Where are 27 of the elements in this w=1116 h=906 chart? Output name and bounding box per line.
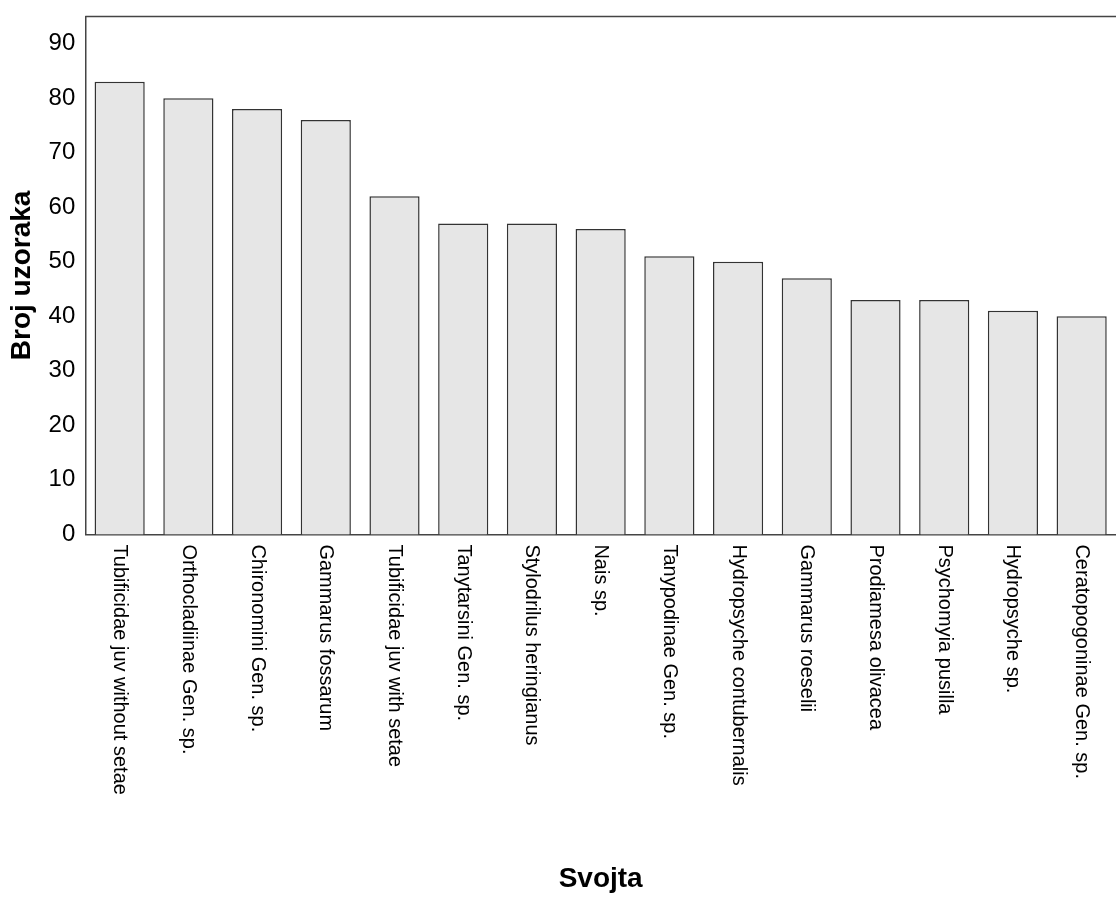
y-tick-label: 90 — [48, 28, 76, 56]
x-tick-label: Psychomyia pusilla — [934, 544, 957, 716]
y-axis-title: Broj uzoraka — [4, 190, 36, 361]
y-tick-label: 80 — [48, 82, 76, 110]
y-tick-label: 10 — [48, 464, 76, 492]
y-tick-label: 40 — [48, 300, 76, 328]
x-tick-label: Gammarus fossarum — [316, 544, 339, 732]
y-tick-label: 30 — [48, 355, 76, 383]
y-tick-label: 0 — [61, 519, 76, 547]
x-tick-label: Ceratopogoninae Gen. sp. — [1072, 544, 1095, 780]
x-tick-label: Stylodrilus heringianus — [522, 544, 545, 746]
x-tick-label: Nais sp. — [591, 544, 614, 617]
x-axis-title: Svojta — [558, 861, 644, 893]
x-tick-label: Tubificidae juv with setae — [384, 544, 407, 768]
x-tick-label: Tanypodinae Gen. sp. — [659, 544, 682, 739]
x-tick-label: Chironomini Gen. sp. — [247, 544, 270, 733]
x-tick-label: Tanytarsini Gen. sp. — [453, 544, 476, 722]
x-tick-label: Prodiamesa olivacea — [865, 544, 888, 731]
y-tick-label: 20 — [48, 409, 76, 437]
x-tick-label: Orthocladiinae Gen. sp. — [178, 544, 201, 755]
x-tick-label: Hydropsyche sp. — [1003, 544, 1026, 694]
x-tick-label: Tubificidae juv without setae — [110, 544, 133, 795]
y-tick-label: 70 — [48, 137, 76, 165]
y-tick-label: 60 — [48, 191, 76, 219]
y-tick-label: 50 — [48, 246, 76, 274]
x-tick-label: Hydropsyche contubernalis — [728, 544, 751, 786]
x-tick-label: Gammarus roeselii — [797, 544, 820, 713]
